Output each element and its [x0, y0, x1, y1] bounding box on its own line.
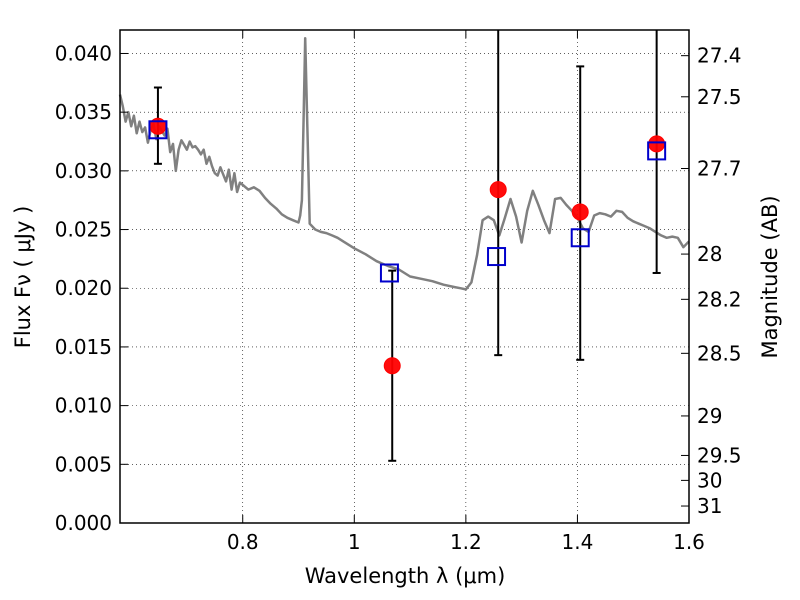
data-layer: [118, 30, 690, 462]
model-band-point: [487, 247, 507, 267]
y2-tick-label: 28.2: [697, 287, 742, 311]
y-tick-label: 0.015: [55, 335, 112, 359]
x-tick-label: 1.6: [673, 530, 705, 554]
model-band-point: [379, 263, 399, 283]
y2-tick-label: 27.4: [697, 44, 742, 68]
y2-tick-label: 31: [697, 494, 722, 518]
y-tick-label: 0.000: [55, 511, 112, 535]
model-band-point: [570, 228, 590, 248]
y-tick-label: 0.025: [55, 218, 112, 242]
x-tick-label: 0.8: [227, 530, 259, 554]
y-tick-label: 0.010: [55, 394, 112, 418]
y2-axis-label: Magnitude (AB): [758, 195, 782, 358]
y2-tick-label: 27.5: [697, 85, 742, 109]
plot-frame: [119, 29, 690, 524]
y2-tick-label: 28: [697, 242, 722, 266]
y2-tick-label: 30: [697, 468, 722, 492]
observed-flux-point: [648, 135, 666, 153]
y2-tick-label: 29.5: [697, 443, 742, 467]
x-tick-label: 1.2: [450, 530, 482, 554]
y2-tick-label: 29: [697, 404, 722, 428]
y2-tick-label: 28.5: [697, 341, 742, 365]
axes: 0.8 1 1.2 1.4 1.6 0.000 0.005 0.010 0.015 0.020 0.…: [55, 30, 742, 554]
model-band-point: [647, 141, 667, 161]
model-band-point: [148, 120, 168, 140]
y2-tick-label: 27.7: [697, 156, 742, 180]
y-tick-label: 0.020: [55, 276, 112, 300]
observed-flux-point: [489, 181, 507, 199]
observed-flux-point: [383, 357, 401, 375]
x-axis-label: Wavelength λ (μm): [305, 564, 506, 588]
x-tick-label: 1.4: [562, 530, 594, 554]
y-tick-label: 0.005: [55, 452, 112, 476]
x-tick-label: 1: [348, 530, 361, 554]
y-tick-label: 0.035: [55, 100, 112, 124]
y-axis-label: Flux Fν ( μJy ): [11, 206, 35, 349]
y-tick-label: 0.030: [55, 159, 112, 183]
observed-flux-point: [571, 203, 589, 221]
y-tick-label: 0.040: [55, 41, 112, 65]
